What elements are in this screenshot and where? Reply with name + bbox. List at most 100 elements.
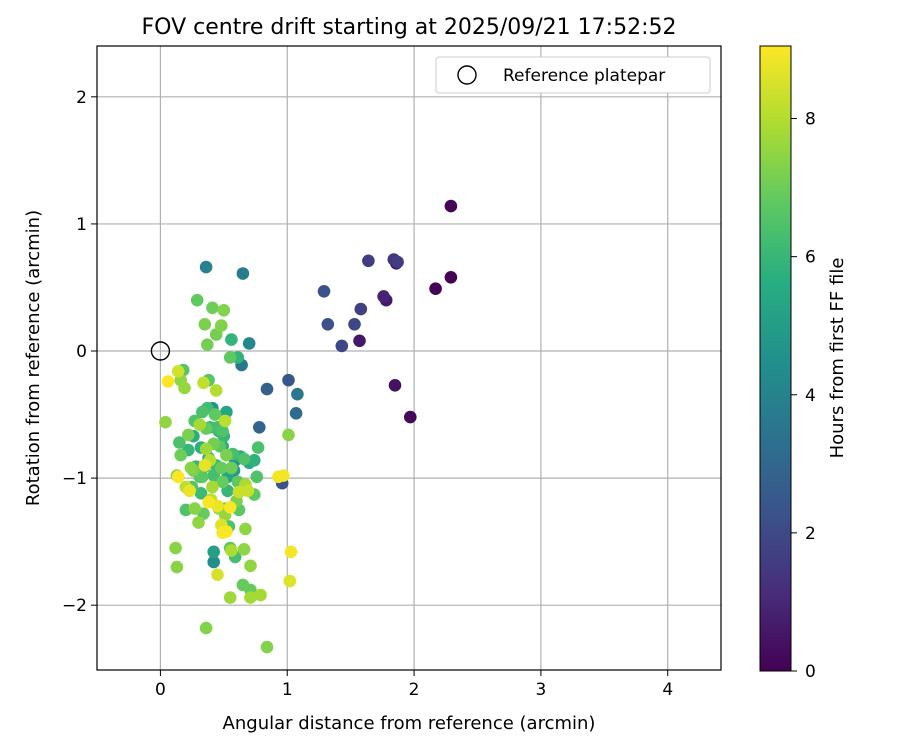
data-point — [236, 267, 250, 280]
data-point — [216, 526, 229, 539]
data-point — [348, 318, 361, 331]
data-point — [199, 621, 213, 635]
data-point — [197, 376, 210, 390]
data-point — [199, 442, 213, 456]
legend: Reference platepar — [435, 56, 711, 94]
data-point — [362, 254, 375, 268]
data-point — [244, 559, 257, 573]
data-point — [170, 560, 184, 574]
data-point — [215, 319, 228, 332]
data-point — [354, 302, 368, 316]
data-point — [251, 441, 265, 454]
data-point — [223, 591, 237, 604]
data-point — [171, 470, 185, 484]
x-tick-label: 4 — [662, 680, 673, 700]
data-point — [207, 555, 220, 569]
data-point — [202, 495, 215, 509]
data-point — [217, 304, 231, 317]
colorbar-label: Hours from first FF file — [827, 258, 848, 459]
data-point — [283, 574, 297, 588]
data-point — [192, 516, 205, 529]
data-point — [291, 387, 304, 401]
data-point — [239, 522, 252, 536]
data-point — [182, 428, 195, 442]
y-tick-label: 0 — [76, 342, 87, 362]
data-point — [236, 578, 250, 592]
data-point — [184, 461, 198, 475]
data-point — [183, 484, 196, 498]
data-point — [173, 436, 186, 449]
data-point — [216, 424, 229, 438]
data-point — [225, 461, 238, 475]
data-point — [174, 448, 187, 462]
plot-area — [150, 199, 458, 654]
data-point — [252, 421, 266, 434]
colorbar-tick-label: 4 — [805, 386, 816, 406]
data-point — [260, 382, 274, 396]
data-point — [321, 318, 335, 331]
data-point — [169, 541, 182, 555]
data-point — [218, 414, 232, 428]
data-point — [444, 271, 458, 284]
x-tick-label: 1 — [282, 680, 293, 700]
x-axis-label: Angular distance from reference (arcmin) — [223, 713, 596, 734]
legend-marker-icon — [457, 65, 477, 85]
data-point — [171, 365, 185, 378]
y-tick-label: 2 — [76, 88, 87, 108]
y-axis: −2 −1 0 1 2 — [62, 88, 97, 616]
data-point — [206, 480, 219, 494]
colorbar-gradient — [759, 45, 792, 672]
y-tick-label: 1 — [76, 215, 87, 235]
data-point — [335, 339, 349, 353]
data-point — [193, 418, 206, 432]
colorbar-tick-label: 0 — [805, 662, 816, 682]
x-tick-label: 0 — [155, 680, 166, 700]
data-point — [254, 588, 267, 602]
data-point — [178, 381, 191, 395]
data-point — [223, 351, 237, 364]
data-point — [391, 255, 404, 269]
x-tick-label: 2 — [409, 680, 420, 700]
chart-title: FOV centre drift starting at 2025/09/21 … — [142, 15, 677, 40]
x-axis: 0 1 2 3 4 — [155, 670, 673, 700]
colorbar: 0 2 4 6 8 Hours from first FF file — [759, 45, 848, 682]
data-point — [260, 640, 274, 654]
data-point — [444, 199, 458, 213]
data-point — [216, 475, 229, 489]
data-point — [250, 470, 264, 484]
data-point — [237, 452, 251, 466]
data-point — [201, 338, 214, 352]
data-point — [206, 301, 219, 315]
data-point — [242, 337, 256, 350]
data-point — [232, 485, 246, 499]
data-point — [215, 461, 228, 475]
data-point — [377, 290, 390, 303]
data-point — [282, 428, 295, 442]
data-point — [198, 459, 212, 472]
y-axis-label: Rotation from reference (arcmin) — [23, 210, 44, 506]
data-point — [190, 293, 204, 307]
colorbar-tick-label: 8 — [805, 110, 816, 130]
reference-marker — [150, 341, 171, 361]
legend-box — [435, 56, 711, 94]
data-point — [223, 501, 237, 514]
data-point — [284, 545, 298, 559]
data-point — [429, 282, 442, 296]
data-point — [207, 469, 220, 482]
data-point — [353, 334, 366, 348]
data-point — [220, 448, 233, 462]
data-point — [388, 379, 402, 392]
legend-label: Reference platepar — [503, 66, 665, 86]
data-point — [277, 469, 290, 482]
data-point — [225, 333, 238, 346]
data-point — [196, 405, 209, 419]
data-point — [209, 384, 223, 397]
data-point — [194, 487, 208, 500]
data-point — [282, 373, 295, 387]
data-point — [404, 410, 417, 424]
data-point — [196, 470, 209, 484]
y-tick-label: −2 — [62, 596, 87, 616]
data-point — [244, 591, 257, 604]
data-point — [289, 407, 303, 420]
